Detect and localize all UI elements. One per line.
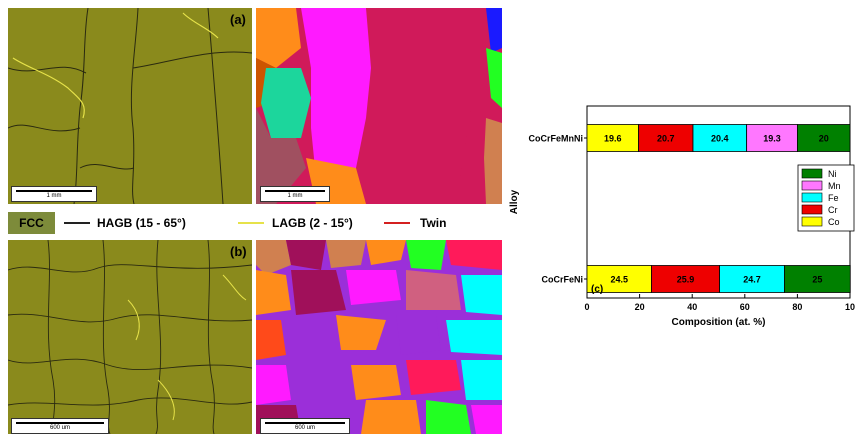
legend-twin-label: Twin [420, 216, 447, 230]
ipf-grains-b [256, 240, 502, 434]
scale-bar-b-label: 600 um [49, 425, 70, 431]
boundary-legend: FCC HAGB (15 - 65°) LAGB (2 - 15°) Twin [0, 207, 490, 235]
ipf-map-a: 1 mm [256, 8, 502, 204]
bar-value-label: 24.7 [743, 275, 761, 285]
bar-value-label: 20.7 [657, 134, 675, 144]
panel-label-a: (a) [230, 12, 246, 27]
x-tick-label: 20 [635, 302, 645, 312]
scale-bar-b: 600 um [11, 418, 109, 434]
legend-hagb-label: HAGB (15 - 65°) [97, 216, 186, 230]
bar-fe [719, 265, 785, 293]
x-tick-label: 40 [687, 302, 697, 312]
x-tick-label: 80 [792, 302, 802, 312]
legend-swatch-co [801, 216, 823, 227]
legend-label-fe: Fe [828, 193, 839, 203]
bar-value-label: 24.5 [610, 275, 628, 285]
legend-fcc: FCC [8, 212, 55, 234]
legend-label-co: Co [828, 217, 840, 227]
bar-value-label: 19.6 [604, 134, 622, 144]
category-label: CoCrFeMnNi [529, 134, 584, 144]
x-axis-title: Composition (at. %) [672, 317, 766, 328]
legend-swatch-mn [801, 180, 823, 191]
legend-swatch-cr [801, 204, 823, 215]
grain-boundaries-b [8, 240, 252, 434]
bar-cr [651, 265, 720, 293]
category-label: CoCrFeNi [541, 275, 583, 285]
scale-bar-b-ipf-label: 600 um [294, 425, 315, 431]
scale-bar-a: 1 mm [11, 186, 97, 202]
legend-label-mn: Mn [828, 181, 841, 191]
scale-bar-a-ipf: 1 mm [260, 186, 330, 202]
bar-value-label: 20.4 [711, 134, 729, 144]
legend-swatch-ni [801, 168, 823, 179]
legend-label-cr: Cr [828, 205, 838, 215]
ipf-grains-a [256, 8, 502, 204]
bar-co [586, 124, 639, 152]
y-axis-title: Alloy [509, 189, 520, 214]
bar-ni [784, 265, 851, 293]
panel-label-b: (b) [230, 244, 247, 259]
legend-lagb-label: LAGB (2 - 15°) [272, 216, 353, 230]
legend-hagb-line [64, 222, 90, 224]
bar-value-label: 25 [812, 275, 822, 285]
scale-bar-b-ipf: 600 um [260, 418, 350, 434]
x-tick-label: 60 [740, 302, 750, 312]
grain-boundaries-a [8, 8, 252, 204]
x-tick-label: 10 [845, 302, 855, 312]
bar-value-label: 19.3 [763, 134, 781, 144]
bar-value-label: 20 [819, 134, 829, 144]
x-tick-label: 0 [584, 302, 589, 312]
bar-mn [746, 124, 798, 152]
legend-lagb-line [238, 222, 264, 224]
bar-ni [796, 124, 851, 152]
scale-bar-a-label: 1 mm [46, 193, 62, 199]
phase-map-b: (b) 600 um [8, 240, 252, 434]
phase-map-a: (a) 1 mm [8, 8, 252, 204]
scale-bar-a-ipf-label: 1 mm [287, 193, 303, 199]
panel-label-c: (c) [591, 284, 603, 295]
bar-fe [692, 124, 748, 152]
ipf-map-b: 600 um [256, 240, 502, 434]
legend-twin-line [384, 222, 410, 224]
legend-label-ni: Ni [828, 169, 837, 179]
legend-swatch-fe [801, 192, 823, 203]
bar-value-label: 25.9 [677, 275, 695, 285]
